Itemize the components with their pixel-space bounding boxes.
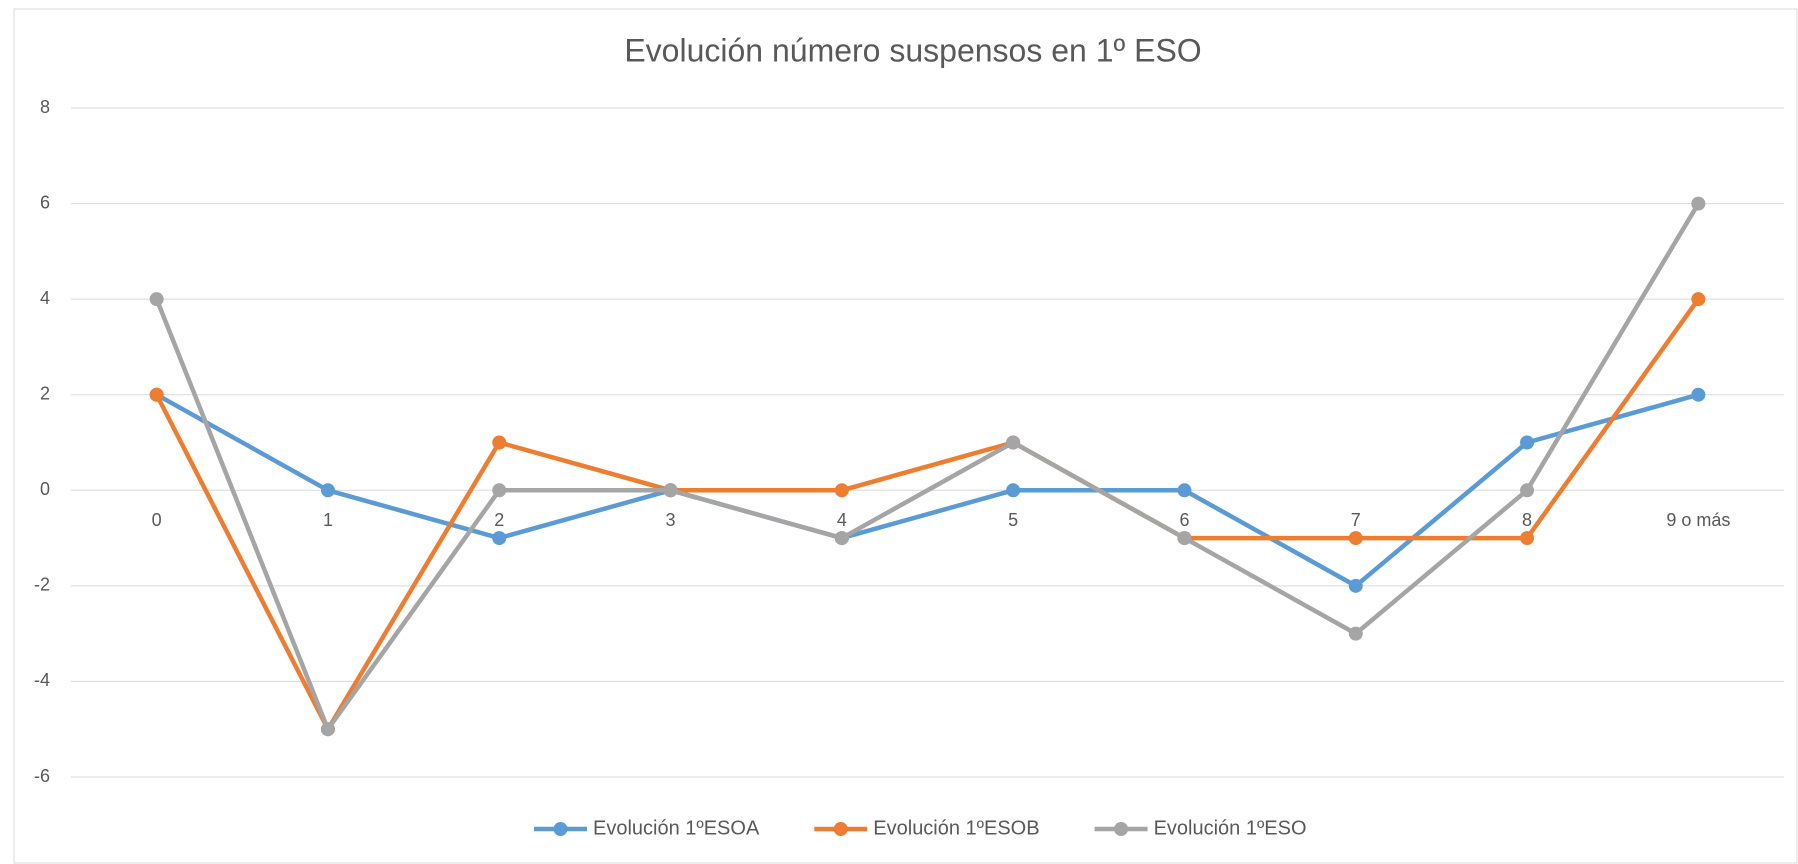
series-marker: [149, 387, 164, 402]
series-marker: [1006, 483, 1021, 498]
x-tick-label: 5: [1008, 510, 1018, 530]
series-line: [154, 201, 1701, 732]
series-marker: [1006, 435, 1021, 450]
legend-label: Evolución 1ºESOA: [593, 817, 760, 839]
legend-marker: [1114, 822, 1129, 836]
y-tick-label: 0: [40, 479, 50, 499]
x-tick-label: 8: [1522, 510, 1532, 530]
y-tick-label: 2: [40, 383, 50, 403]
x-tick-label: 2: [494, 510, 504, 530]
y-tick-label: 4: [40, 288, 50, 308]
chart-border: [13, 8, 1798, 864]
x-tick-label: 1: [323, 510, 333, 530]
legend-label: Evolución 1ºESOB: [873, 817, 1039, 839]
x-tick-label: 6: [1179, 510, 1189, 530]
series-marker: [1177, 531, 1192, 546]
legend-marker: [553, 822, 568, 836]
series-marker: [1520, 483, 1535, 498]
series-line: [154, 392, 1701, 589]
series-marker: [1691, 196, 1706, 211]
series-marker: [320, 483, 335, 498]
y-tick-label: 8: [40, 97, 50, 117]
series-marker: [1691, 292, 1706, 307]
series-line: [154, 296, 1701, 732]
y-tick-label: -6: [34, 766, 50, 786]
series-marker: [320, 722, 335, 737]
y-tick-label: -2: [34, 575, 50, 595]
x-tick-label: 0: [152, 510, 162, 530]
x-tick-label: 3: [666, 510, 676, 530]
series-marker: [1348, 578, 1363, 593]
chart-title: Evolución número suspensos en 1º ESO: [624, 32, 1201, 68]
series-marker: [1691, 387, 1706, 402]
series-marker: [834, 531, 849, 546]
x-tick-label: 4: [837, 510, 847, 530]
y-tick-label: -4: [34, 670, 50, 690]
series-marker: [1520, 531, 1535, 546]
series-marker: [1520, 435, 1535, 450]
series-marker: [492, 483, 507, 498]
series-marker: [492, 435, 507, 450]
series-marker: [1348, 531, 1363, 546]
legend-label: Evolución 1ºESO: [1154, 817, 1307, 839]
series-marker: [492, 531, 507, 546]
legend-marker: [833, 822, 848, 836]
x-tick-label: 9 o más: [1666, 510, 1730, 530]
x-tick-label: 7: [1351, 510, 1361, 530]
series-marker: [1348, 626, 1363, 641]
series-marker: [834, 483, 849, 498]
series-marker: [1177, 483, 1192, 498]
series-marker: [663, 483, 678, 498]
y-tick-label: 6: [40, 192, 50, 212]
series-marker: [149, 292, 164, 307]
